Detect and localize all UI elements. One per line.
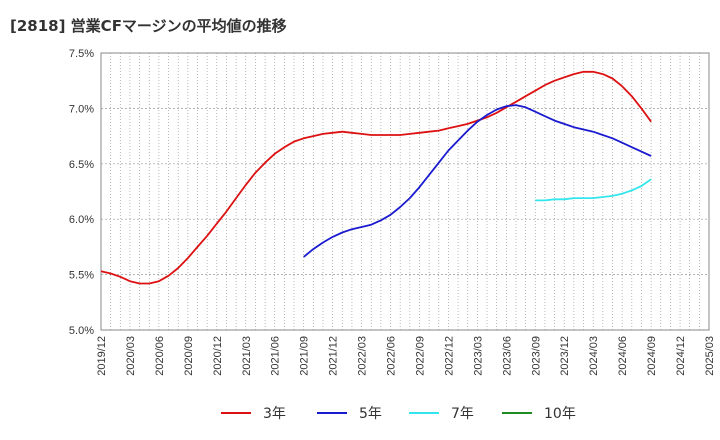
plot-frame <box>100 52 710 331</box>
legend: 3年 5年 7年 10年 <box>221 406 576 422</box>
legend-label: 7年 <box>451 406 474 422</box>
x-tick-label: 2020/06 <box>154 336 166 376</box>
series-lines <box>100 70 652 285</box>
x-tick-label: 2023/03 <box>472 336 484 376</box>
x-tick-label: 2023/12 <box>559 336 571 376</box>
x-axis-ticks: 2019/12 2020/03 2020/06 2020/09 2020/12 2021/… <box>96 336 716 376</box>
x-tick-label: 2024/06 <box>617 336 629 376</box>
y-axis-ticks: 5.0% 5.5% 6.0% 6.5% 7.0% 7.5% <box>69 48 94 337</box>
x-tick-label: 2021/12 <box>328 336 340 376</box>
y-tick-label: 7.5% <box>69 48 94 60</box>
x-tick-label: 2021/03 <box>241 336 253 376</box>
x-tick-label: 2021/09 <box>299 336 311 376</box>
y-tick-label: 6.0% <box>69 214 94 226</box>
x-tick-label: 2022/12 <box>443 336 455 376</box>
legend-label: 5年 <box>359 406 382 422</box>
legend-label: 3年 <box>263 406 286 422</box>
x-tick-label: 2020/03 <box>125 336 137 376</box>
x-tick-label: 2022/06 <box>386 336 398 376</box>
y-tick-label: 6.5% <box>69 159 94 171</box>
y-tick-label: 5.5% <box>69 270 94 282</box>
legend-label: 10年 <box>544 406 576 422</box>
x-tick-label: 2022/03 <box>357 336 369 376</box>
series-line-5年 <box>303 104 652 258</box>
grid <box>101 52 709 331</box>
x-tick-label: 2023/06 <box>501 336 513 376</box>
x-tick-label: 2024/09 <box>646 336 658 376</box>
x-tick-label: 2022/09 <box>414 336 426 376</box>
x-tick-label: 2019/12 <box>96 336 108 376</box>
chart-title: [2818] 営業CFマージンの平均値の推移 <box>10 17 287 35</box>
y-tick-label: 5.0% <box>69 325 94 337</box>
x-tick-label: 2020/12 <box>212 336 224 376</box>
x-tick-label: 2020/09 <box>183 336 195 376</box>
x-tick-label: 2025/03 <box>704 336 716 376</box>
x-tick-label: 2024/12 <box>675 336 687 376</box>
series-line-7年 <box>535 178 652 202</box>
y-tick-label: 7.0% <box>69 103 94 115</box>
x-tick-label: 2024/03 <box>588 336 600 376</box>
x-tick-label: 2023/09 <box>530 336 542 376</box>
x-tick-label: 2021/06 <box>270 336 282 376</box>
series-line-3年 <box>100 70 652 285</box>
